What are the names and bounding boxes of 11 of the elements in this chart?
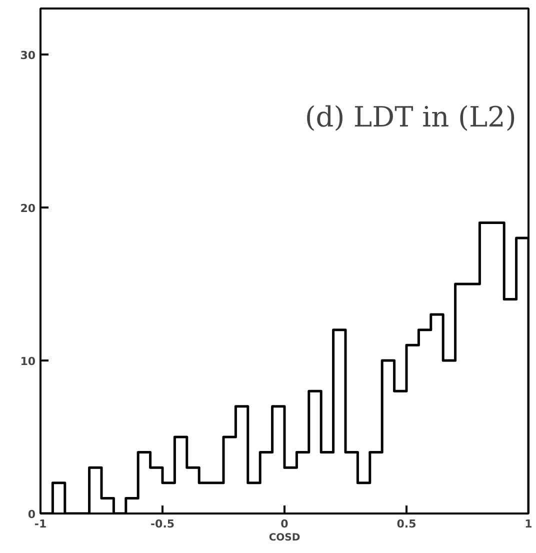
x-tick-label: 0 bbox=[280, 518, 289, 530]
y-tick-label: 30 bbox=[20, 48, 36, 62]
x-axis-title: COSD bbox=[268, 532, 300, 544]
x-tick-label: 1 bbox=[524, 518, 532, 530]
y-tick-label: 0 bbox=[28, 508, 36, 521]
x-tick-label: -0.5 bbox=[150, 518, 175, 530]
y-tick-label: 20 bbox=[20, 202, 36, 215]
x-tick-label: -1 bbox=[34, 518, 47, 530]
x-tick-label: 0.5 bbox=[396, 518, 416, 530]
annotation: (d) LDT in (L2) bbox=[304, 100, 516, 134]
y-tick-label: 10 bbox=[20, 354, 36, 368]
